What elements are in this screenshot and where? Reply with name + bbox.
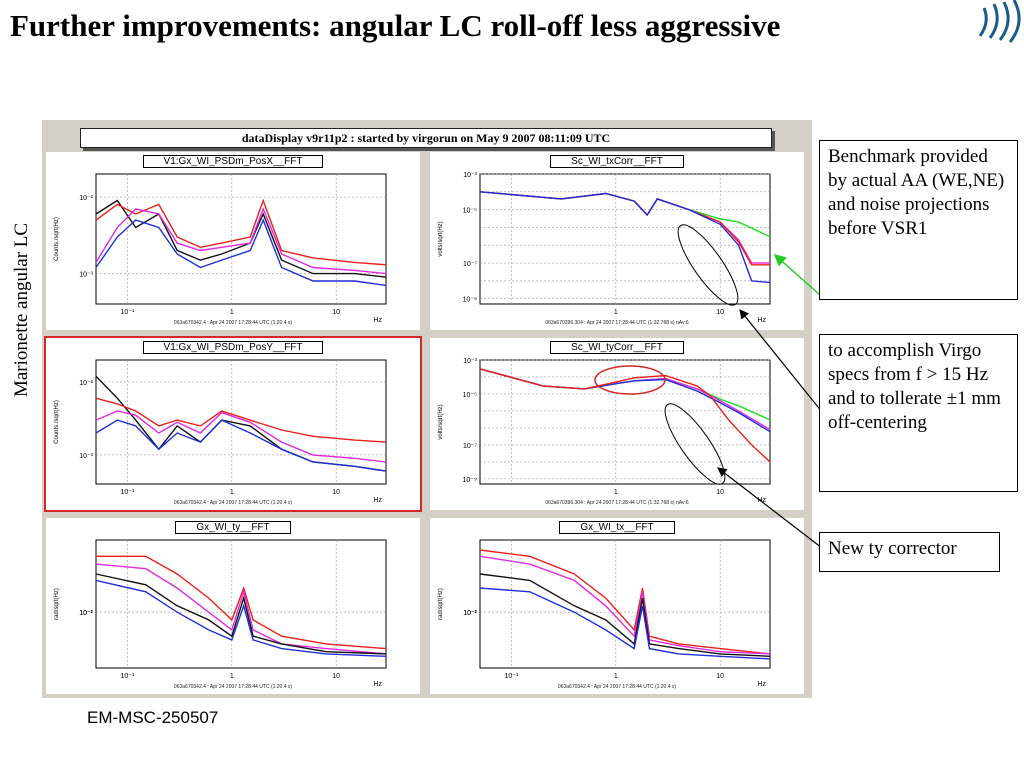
x-tick-label: 1 — [614, 489, 618, 496]
series-magenta — [479, 555, 771, 655]
y-tick-label: 10⁻² — [79, 610, 93, 617]
y-axis-label: volts/sqrt(Hz) — [438, 221, 444, 256]
y-axis-label: rad/sqrt(Hz) — [438, 588, 444, 620]
x-tick-label: 1 — [614, 309, 618, 316]
panel-title: Sc_WI_tyCorr__FFT — [550, 341, 684, 354]
note-ty-corrector: New ty corrector — [819, 532, 1000, 572]
series-red — [479, 549, 771, 655]
panel-title: Gx_WI_tx__FFT — [559, 521, 675, 534]
y-tick-label: 10⁻² — [79, 195, 93, 202]
x-axis-label: Hz — [373, 497, 382, 504]
panel-footer: 063a670342.4 : Apr 24 2007 17:28:44 UTC … — [173, 684, 293, 690]
y-tick-label: 10⁻³ — [79, 272, 93, 279]
panel-title: V1:Gx_WI_PSDm_PosY__FFT — [142, 341, 324, 354]
y-tick-label: 10⁻¹ — [79, 610, 93, 617]
panel-posx: V1:Gx_WI_PSDm_PosX__FFT 10⁻¹ 1 10 10⁻² 10⁻³ H… — [46, 152, 420, 330]
x-tick-label: 10 — [332, 489, 340, 496]
panel-footer: 063a670396.304 : Apr 24 2007 17:28:44 UT… — [545, 320, 689, 326]
y-tick-label: 10⁻⁷ — [463, 443, 477, 450]
y-axis-label: Counts./sqrt(Hz) — [54, 400, 60, 444]
x-tick-label: 10⁻¹ — [121, 489, 135, 496]
series-red — [95, 397, 387, 443]
y-axis-label: volts/sqrt(Hz) — [438, 404, 444, 439]
series-black — [479, 573, 771, 657]
y-tick-label: 10⁻⁷ — [463, 261, 477, 268]
y-tick-label: 10⁻³ — [463, 358, 477, 365]
data-display-title: dataDisplay v9r11p2 : started by virgoru… — [80, 128, 772, 148]
panel-title: Gx_WI_ty__FFT — [175, 521, 291, 534]
x-axis-label: Hz — [757, 681, 766, 688]
y-tick-label: 10⁻² — [79, 380, 93, 387]
y-axis-label: rad/sqrt(Hz) — [54, 588, 60, 620]
panel-tycorr: Sc_WI_tyCorr__FFT 1 10 10⁻³ 10⁻⁵ 10⁻⁷ 10⁻⁹ Hz v… — [430, 338, 804, 510]
panel-footer: 063a670342.4 : Apr 24 2007 17:28:44 UTC … — [173, 320, 293, 326]
panel-txcorr: Sc_WI_txCorr__FFT 1 10 10⁻³ 10⁻⁵ 10⁻⁷ 10⁻⁹ Hz v… — [430, 152, 804, 330]
panel-title: Sc_WI_txCorr__FFT — [550, 155, 684, 168]
x-tick-label: 10 — [716, 673, 724, 680]
panel-footer: 063a670342.4 : Apr 24 2007 17:28:44 UTC … — [557, 684, 677, 690]
x-axis-label: Hz — [373, 317, 382, 324]
y-tick-label: 10⁻⁵ — [463, 208, 477, 215]
y-axis-label: Counts./sqrt(Hz) — [54, 217, 60, 261]
series-magenta — [95, 206, 387, 275]
y-tick-label: 10⁻⁹ — [463, 297, 477, 304]
series-blue — [95, 218, 387, 287]
plot-frame — [95, 539, 387, 669]
series-blue — [479, 587, 771, 660]
x-tick-label: 10⁻¹ — [121, 309, 135, 316]
y-tick-label: 10⁻³ — [79, 453, 93, 460]
slide-title: Further improvements: angular LC roll-of… — [10, 8, 781, 43]
chart-posy: 10⁻¹ 1 10 10⁻² 10⁻³ Hz Counts./sqrt(Hz) — [54, 359, 387, 504]
x-tick-label: 10 — [332, 673, 340, 680]
y-tick-label: 10⁻⁵ — [463, 392, 477, 399]
x-tick-label: 10⁻¹ — [505, 673, 519, 680]
series-black — [95, 573, 387, 655]
panel-ty: Gx_WI_ty__FFT 10⁻¹ 1 10 10⁻¹ 10⁻² Hz rad/sqrt(… — [46, 518, 420, 694]
panel-tx: Gx_WI_tx__FFT 10⁻¹ 1 10 10⁻¹ 10⁻² Hz rad/sqrt(… — [430, 518, 804, 694]
y-tick-label: 10⁻¹ — [463, 610, 477, 617]
x-axis-label: Hz — [373, 681, 382, 688]
x-tick-label: 1 — [230, 489, 234, 496]
series-magenta — [95, 410, 387, 463]
panel-footer: 063a670396.304 : Apr 24 2007 17:28:44 UT… — [545, 500, 689, 506]
plot-frame — [479, 359, 771, 485]
panel-posy: V1:Gx_WI_PSDm_PosY__FFT 10⁻¹ 1 10 10⁻² 10⁻³ H… — [46, 338, 420, 510]
y-tick-label: 10⁻³ — [463, 172, 477, 179]
plot-frame — [479, 539, 771, 669]
x-tick-label: 10⁻¹ — [121, 673, 135, 680]
series-blue — [479, 191, 771, 284]
virgo-logo-icon — [978, 0, 1021, 43]
series-magenta — [95, 563, 387, 655]
x-tick-label: 1 — [230, 673, 234, 680]
y-tick-label: 10⁻² — [463, 610, 477, 617]
side-label-text: Marionette angular LC — [11, 222, 32, 398]
x-tick-label: 10 — [332, 309, 340, 316]
note-benchmark: Benchmark provided by actual AA (WE,NE) … — [819, 140, 1018, 300]
series-blue — [95, 419, 387, 472]
series-red — [96, 555, 387, 650]
plot-frame — [479, 173, 771, 305]
note-virgo-specs: to accomplish Virgo specs from f > 15 Hz… — [819, 334, 1018, 492]
x-tick-label: 10 — [716, 489, 724, 496]
panel-footer: 063a670342.4 : Apr 24 2007 17:28:44 UTC … — [173, 500, 293, 506]
document-reference: EM-MSC-250507 — [87, 708, 219, 727]
series-blue — [95, 579, 387, 657]
series-red — [95, 198, 387, 266]
x-tick-label: 1 — [614, 673, 618, 680]
chart-posx: 10⁻¹ 1 10 10⁻² 10⁻³ Hz Counts./sqrt(Hz) — [54, 173, 387, 324]
x-tick-label: 1 — [230, 309, 234, 316]
side-label: Marionette angular LC — [10, 195, 34, 425]
panel-title: V1:Gx_WI_PSDm_PosX__FFT — [142, 155, 324, 168]
y-tick-label: 10⁻⁹ — [463, 477, 477, 484]
series-black — [95, 199, 387, 278]
x-tick-label: 10 — [716, 309, 724, 316]
